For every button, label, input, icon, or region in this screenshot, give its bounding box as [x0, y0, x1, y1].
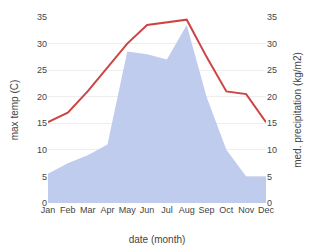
- svg-text:Dec: Dec: [258, 205, 275, 215]
- svg-text:30: 30: [37, 39, 47, 49]
- svg-text:May: May: [119, 205, 137, 215]
- svg-text:25: 25: [267, 65, 277, 75]
- svg-text:Jan: Jan: [41, 205, 56, 215]
- svg-text:Jul: Jul: [161, 205, 173, 215]
- svg-text:35: 35: [267, 12, 277, 22]
- svg-text:Jun: Jun: [140, 205, 155, 215]
- svg-text:Aug: Aug: [179, 205, 195, 215]
- svg-text:Nov: Nov: [238, 205, 255, 215]
- svg-text:35: 35: [37, 12, 47, 22]
- svg-text:20: 20: [267, 92, 277, 102]
- svg-text:20: 20: [37, 92, 47, 102]
- svg-text:10: 10: [267, 145, 277, 155]
- svg-text:5: 5: [267, 172, 272, 182]
- svg-text:0: 0: [42, 198, 47, 208]
- svg-text:Mar: Mar: [80, 205, 96, 215]
- svg-text:Oct: Oct: [219, 205, 234, 215]
- svg-text:date (month): date (month): [129, 234, 186, 245]
- svg-text:25: 25: [37, 65, 47, 75]
- svg-text:0: 0: [267, 198, 272, 208]
- svg-text:15: 15: [37, 118, 47, 128]
- svg-text:15: 15: [267, 118, 277, 128]
- svg-text:Feb: Feb: [60, 205, 76, 215]
- svg-text:Apr: Apr: [100, 205, 114, 215]
- svg-text:Sep: Sep: [199, 205, 215, 215]
- svg-text:max temp (C): max temp (C): [9, 80, 20, 141]
- svg-text:10: 10: [37, 145, 47, 155]
- svg-text:5: 5: [42, 172, 47, 182]
- svg-text:med. precipitation (kg/m2): med. precipitation (kg/m2): [292, 52, 303, 168]
- svg-text:30: 30: [267, 39, 277, 49]
